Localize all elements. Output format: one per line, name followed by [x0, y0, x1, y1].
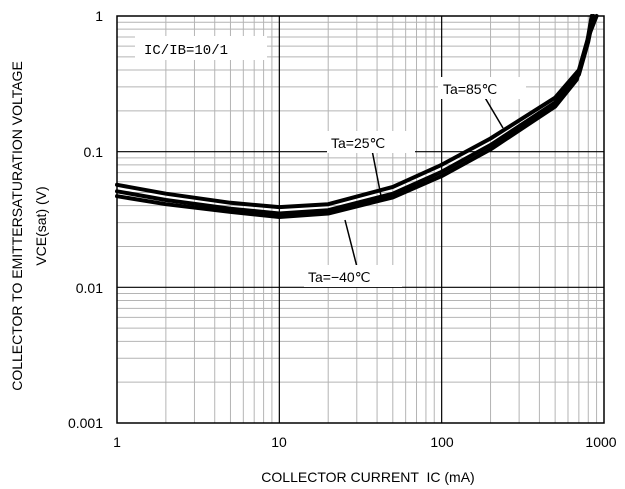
- y-tick-label: 0.1: [84, 144, 104, 160]
- condition-label: IC/IB=10/1: [144, 43, 228, 59]
- x-tick-label: 1: [113, 434, 121, 450]
- y-axis-label-line1: COLLECTOR TO EMITTERSATURATION VOLTAGE: [9, 61, 25, 391]
- y-tick-label: 0.01: [76, 280, 103, 296]
- annotation-label: Ta=25℃: [331, 135, 385, 151]
- series-layer: [115, 14, 599, 219]
- annotation-85: Ta=85℃: [438, 77, 526, 129]
- x-tick-label: 1000: [585, 434, 616, 450]
- plot-frame: [116, 15, 605, 424]
- annotation-leader-line: [483, 95, 504, 129]
- annotation-leader-line: [344, 219, 358, 268]
- annotation-box: [438, 77, 526, 99]
- y-tick-labels: 0.001 0.01 0.1 1: [68, 8, 103, 431]
- annotation-box: [327, 131, 415, 153]
- condition-label-box: [135, 36, 267, 60]
- annotation-box: [304, 265, 402, 287]
- y-tick-label: 1: [95, 8, 103, 24]
- annotation-leader-line: [371, 149, 382, 197]
- annotation-label: Ta=−40℃: [308, 269, 370, 285]
- series-line: [115, 14, 594, 219]
- y-tick-label: 0.001: [68, 415, 103, 431]
- x-tick-label: 100: [430, 434, 454, 450]
- minor-grid: [117, 16, 604, 423]
- x-tick-labels: 1 10 100 1000: [113, 434, 617, 450]
- major-grid: [117, 16, 604, 423]
- y-axis-label-line2: VCE(sat) (V): [33, 186, 49, 265]
- x-tick-label: 10: [271, 434, 287, 450]
- annotation-label: Ta=85℃: [443, 81, 497, 97]
- x-axis-label: COLLECTOR CURRENT IC (mA): [261, 469, 474, 485]
- annotation-25: Ta=25℃: [327, 131, 415, 197]
- annotation-m40: Ta=−40℃: [304, 219, 402, 287]
